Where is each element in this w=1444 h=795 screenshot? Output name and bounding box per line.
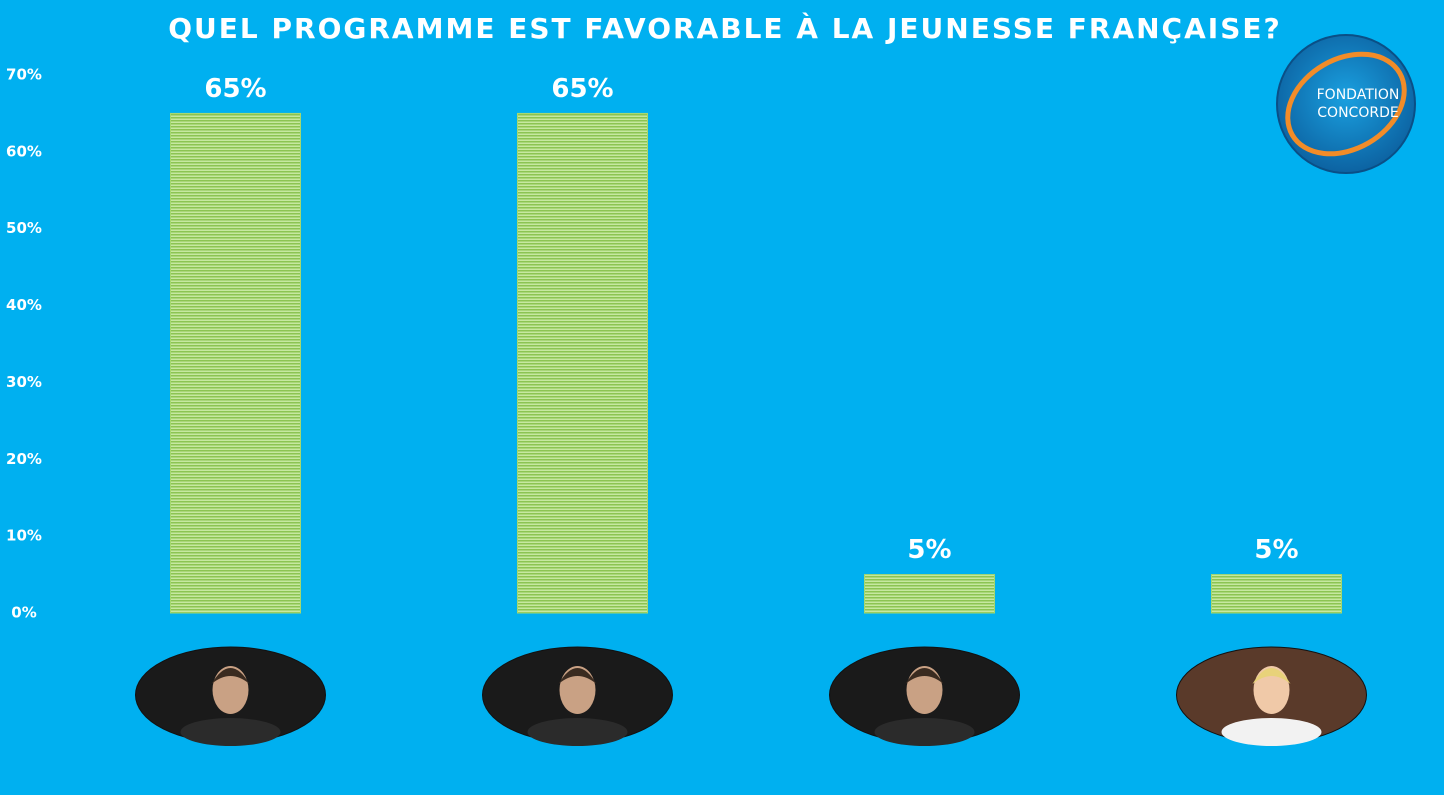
candidate-photo (482, 646, 673, 746)
logo-swoosh (1285, 51, 1407, 157)
candidate-photo (829, 646, 1020, 746)
photo-face (906, 666, 943, 714)
logo: FONDATION CONCORDE (1276, 34, 1416, 174)
photo-body (180, 718, 281, 746)
y-tick-label: 20% (6, 450, 42, 468)
value-label: 5% (907, 535, 951, 565)
photo-body (1221, 718, 1322, 746)
bar (170, 112, 301, 614)
logo-text: FONDATION (1317, 87, 1400, 103)
logo-circle (1276, 34, 1416, 174)
value-label: 5% (1254, 535, 1298, 565)
photo-face (1253, 666, 1290, 714)
y-tick-label: 60% (6, 142, 42, 160)
value-label: 65% (204, 74, 266, 104)
photo-body (874, 718, 975, 746)
photo-face (559, 666, 596, 714)
photo-face (212, 666, 249, 714)
photo-hair (905, 668, 944, 684)
candidate-photo (135, 646, 326, 746)
bar (517, 112, 648, 614)
candidate-photo (1176, 646, 1367, 746)
y-tick-label: 0% (11, 604, 36, 622)
y-tick-label: 30% (6, 373, 42, 391)
photo-hair (211, 668, 250, 684)
photo-body (527, 718, 628, 746)
y-tick-label: 70% (6, 66, 42, 84)
y-tick-label: 40% (6, 296, 42, 314)
chart-title: QUEL PROGRAMME EST FAVORABLE À LA JEUNES… (168, 11, 1281, 45)
photos (135, 646, 1367, 746)
bar (1211, 574, 1342, 614)
photo-hair (558, 668, 597, 684)
photo-hair (1252, 668, 1291, 684)
bar (864, 574, 995, 614)
y-tick-label: 50% (6, 219, 42, 237)
value-label: 65% (551, 74, 613, 104)
logo-text: CONCORDE (1317, 105, 1398, 121)
y-tick-label: 10% (6, 527, 42, 545)
